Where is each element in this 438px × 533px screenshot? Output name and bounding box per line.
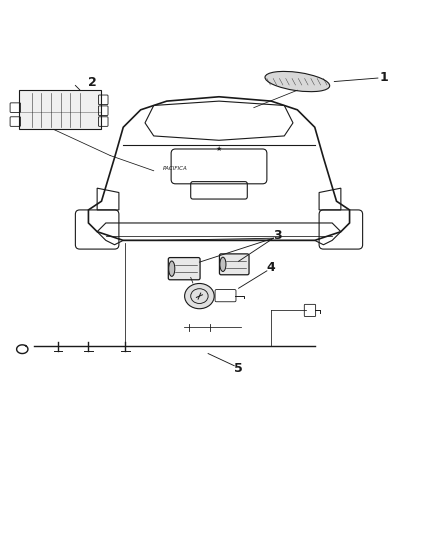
Text: 4: 4 [267,261,276,274]
Text: ★: ★ [216,146,222,152]
Text: 3: 3 [273,229,282,241]
FancyBboxPatch shape [19,90,102,130]
Ellipse shape [169,261,175,276]
Text: 1: 1 [380,71,389,84]
Text: 5: 5 [234,362,243,375]
Ellipse shape [185,284,214,309]
Text: PACIFICA: PACIFICA [163,166,188,171]
FancyBboxPatch shape [168,257,200,280]
FancyBboxPatch shape [219,254,249,275]
Text: 2: 2 [88,76,97,90]
Ellipse shape [265,71,330,92]
Ellipse shape [220,257,226,271]
